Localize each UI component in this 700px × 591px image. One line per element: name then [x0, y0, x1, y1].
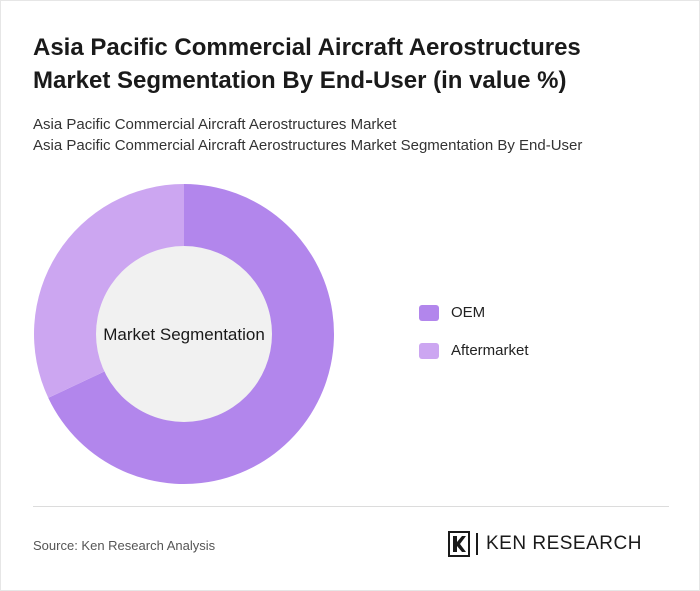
logo-separator [476, 533, 478, 555]
chart-subtitle: Asia Pacific Commercial Aircraft Aerostr… [33, 114, 673, 156]
donut-chart: Market Segmentation [33, 184, 334, 484]
ken-research-logo: KEN RESEARCH [448, 531, 642, 557]
subtitle-line-2: Asia Pacific Commercial Aircraft Aerostr… [33, 137, 583, 154]
subtitle-line-1: Asia Pacific Commercial Aircraft Aerostr… [33, 116, 397, 133]
donut-center [96, 246, 272, 422]
legend-item-oem: OEM [419, 303, 529, 322]
donut-center-label: Market Segmentation [103, 325, 265, 344]
source-note: Source: Ken Research Analysis [33, 538, 216, 553]
legend-label-oem: OEM [451, 304, 486, 321]
legend-item-aftermarket: Aftermarket [419, 341, 529, 360]
legend-label-aftermarket: Aftermarket [451, 342, 529, 359]
chart-title: Asia Pacific Commercial Aircraft Aerostr… [33, 34, 581, 94]
ken-logo-icon [448, 531, 470, 557]
legend-swatch-aftermarket [419, 342, 439, 359]
footer-divider [33, 506, 669, 507]
chart-legend: OEM Aftermarket [419, 303, 529, 379]
legend-swatch-oem [419, 304, 439, 321]
logo-text: KEN RESEARCH [486, 533, 642, 554]
